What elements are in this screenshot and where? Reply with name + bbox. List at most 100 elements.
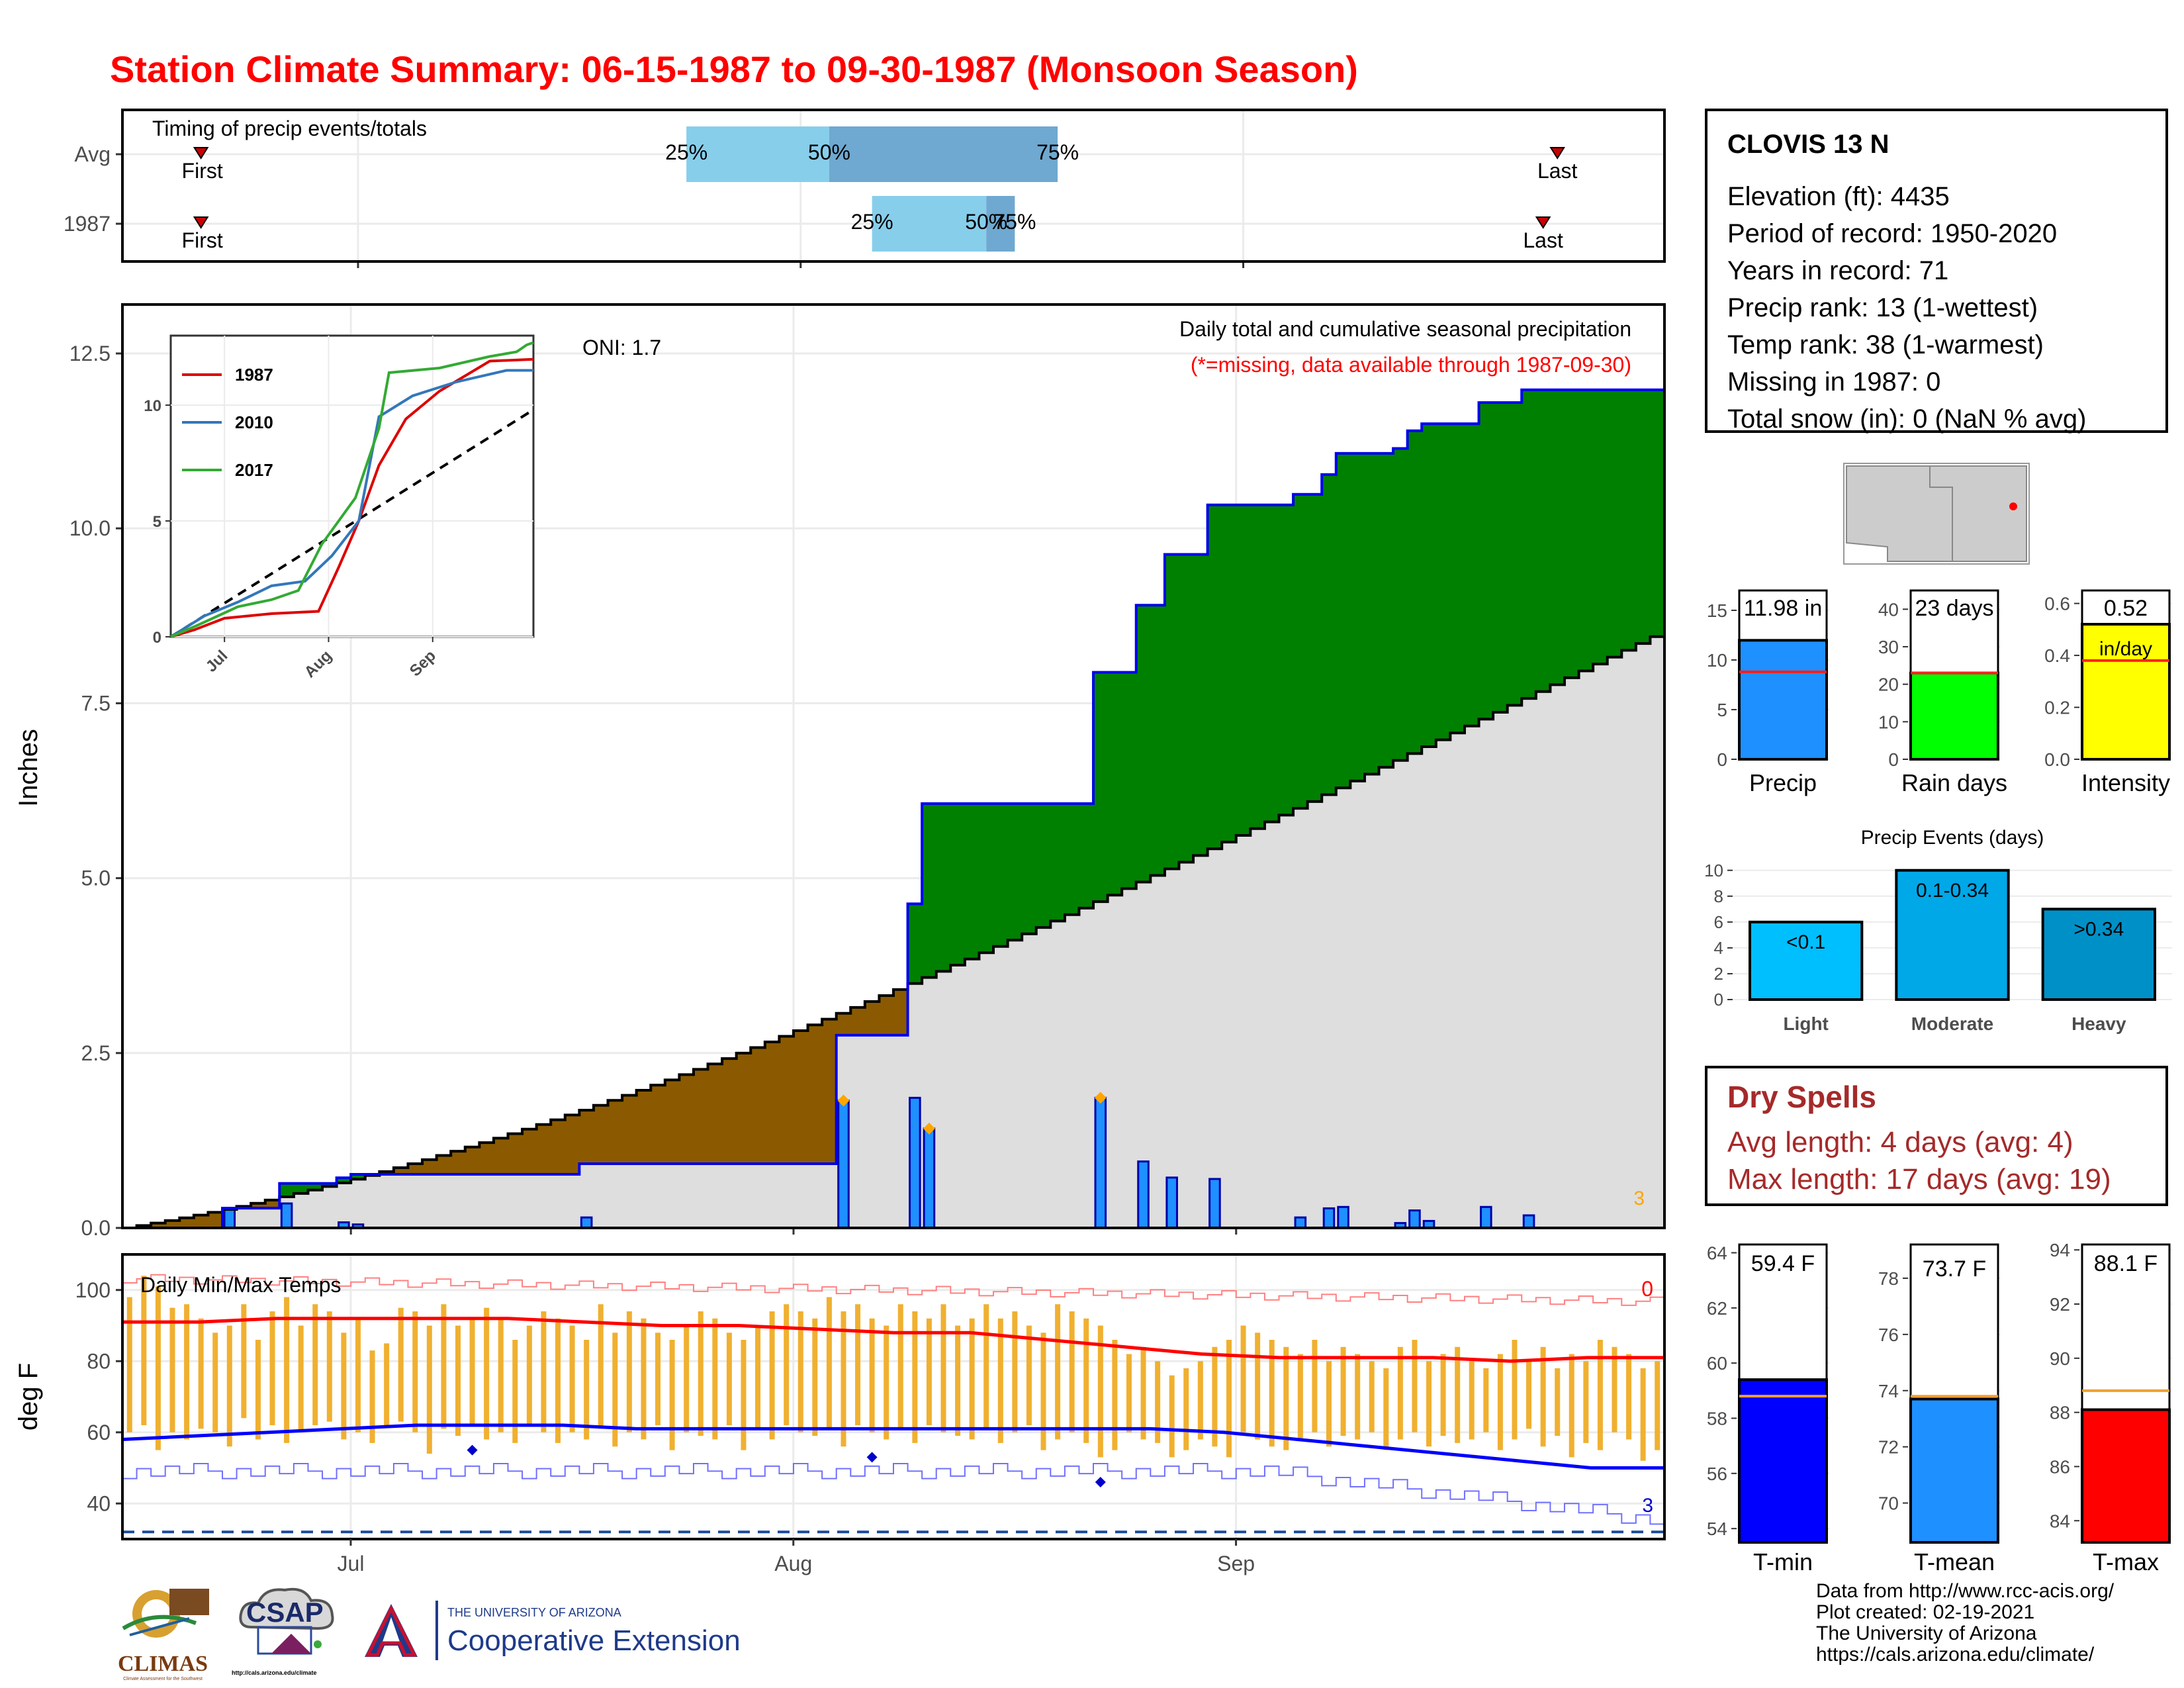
average-cumulative-area bbox=[322, 1186, 338, 1228]
station-precip-rank: Precip rank: 13 (1-wettest) bbox=[1727, 293, 2038, 322]
below-average-area bbox=[664, 1080, 680, 1164]
temp-summary-y-tick-label: 56 bbox=[1707, 1464, 1727, 1484]
timing-bar-50-75 bbox=[986, 196, 1015, 252]
below-average-area bbox=[551, 1119, 566, 1174]
daily-temp-bar bbox=[655, 1333, 661, 1425]
average-cumulative-area bbox=[1222, 842, 1237, 1228]
event-category-label: Heavy bbox=[2071, 1013, 2126, 1034]
average-cumulative-area bbox=[1050, 921, 1066, 1228]
average-cumulative-line bbox=[122, 635, 1664, 1229]
precip-panel-border bbox=[121, 303, 1666, 1229]
average-cumulative-area bbox=[1422, 747, 1437, 1228]
below-average-area bbox=[451, 1151, 466, 1174]
above-average-area bbox=[1464, 424, 1480, 726]
event-bar-text: 0.1-0.34 bbox=[1916, 880, 1989, 902]
average-cumulative-area bbox=[1107, 895, 1122, 1228]
average-cumulative-area bbox=[1122, 888, 1137, 1228]
above-average-area bbox=[1164, 554, 1179, 869]
temps-y-tick-label: 60 bbox=[87, 1421, 111, 1444]
credit-plot-created: Plot created: 02-19-2021 bbox=[1816, 1601, 2035, 1623]
daily-temp-bar bbox=[784, 1304, 790, 1425]
daily-temp-bar bbox=[1212, 1346, 1218, 1447]
daily-temp-bar bbox=[726, 1333, 732, 1425]
daily-temp-bar bbox=[541, 1311, 547, 1432]
event-bar-text: >0.34 bbox=[2073, 918, 2124, 940]
daily-temp-bar bbox=[698, 1311, 704, 1436]
below-average-area bbox=[636, 1090, 651, 1164]
average-cumulative-area bbox=[850, 1035, 866, 1228]
daily-temp-bar bbox=[355, 1318, 361, 1432]
daily-temp-bar bbox=[1440, 1354, 1446, 1436]
average-cumulative-area bbox=[822, 1163, 837, 1228]
timing-label-25: 25% bbox=[665, 140, 707, 164]
average-cumulative-area bbox=[736, 1163, 751, 1228]
temp-summary-bar-T-max bbox=[2081, 1408, 2171, 1544]
daily-temp-bar bbox=[983, 1304, 989, 1429]
summary-value-box bbox=[1909, 589, 1999, 675]
daily-temp-bar bbox=[1469, 1361, 1475, 1440]
average-cumulative-area bbox=[436, 1174, 451, 1228]
oni-value: ONI: 1.7 bbox=[582, 336, 661, 359]
average-cumulative-area bbox=[1535, 691, 1551, 1228]
climas-logo-subtext: Climate Assessment for the Southwest bbox=[123, 1677, 203, 1681]
daily-temp-bar bbox=[1055, 1304, 1061, 1440]
daily-temp-bar bbox=[1655, 1361, 1661, 1450]
temp-summary-y-tick-label: 54 bbox=[1707, 1519, 1727, 1539]
average-cumulative-area bbox=[1150, 875, 1165, 1228]
inset-series-line-1987 bbox=[170, 357, 534, 638]
timing-row-label: Avg bbox=[74, 142, 111, 166]
summary-y-tick-label: 20 bbox=[1878, 675, 1899, 695]
daily-temp-bar bbox=[1612, 1346, 1617, 1432]
first-event-label: First bbox=[182, 228, 223, 252]
summary-bar-Precip bbox=[1738, 639, 1828, 761]
average-cumulative-area bbox=[1564, 677, 1580, 1228]
below-average-area bbox=[593, 1105, 609, 1164]
below-average-area bbox=[822, 1019, 837, 1164]
above-average-area bbox=[1507, 402, 1522, 706]
dry-spells-avg: Avg length: 4 days (avg: 4) bbox=[1727, 1126, 2073, 1158]
above-average-area bbox=[1179, 554, 1194, 863]
average-cumulative-area bbox=[522, 1174, 537, 1228]
average-cumulative-area bbox=[608, 1163, 623, 1228]
daily-temp-bar bbox=[226, 1325, 232, 1447]
station-snow: Total snow (in): 0 (NaN % avg) bbox=[1727, 404, 2087, 434]
average-cumulative-area bbox=[251, 1208, 266, 1228]
above-average-area bbox=[1293, 494, 1308, 809]
station-years: Years in record: 71 bbox=[1727, 256, 1949, 285]
daily-temp-bar bbox=[1369, 1361, 1375, 1432]
above-average-area bbox=[1650, 389, 1665, 637]
below-average-area bbox=[751, 1047, 766, 1164]
temps-y-axis-label: deg F bbox=[14, 1363, 43, 1430]
event-bar-light bbox=[1749, 920, 1864, 1002]
average-cumulative-area bbox=[693, 1163, 709, 1228]
above-average-area bbox=[1593, 389, 1608, 665]
daily-temp-bar bbox=[584, 1340, 590, 1440]
summary-y-tick-label: 10 bbox=[1878, 712, 1899, 732]
first-event-label: First bbox=[182, 159, 223, 183]
average-cumulative-area bbox=[1293, 808, 1308, 1228]
daily-temp-bar bbox=[1540, 1346, 1546, 1447]
timing-panel-border bbox=[121, 109, 1666, 263]
first-event-marker bbox=[193, 216, 209, 229]
daily-temp-bar bbox=[1040, 1333, 1046, 1450]
temp-summary-value-text: 73.7 F bbox=[1923, 1256, 1986, 1282]
summary-value-text: 0.52 bbox=[2104, 596, 2148, 621]
summary-y-tick-label: 5 bbox=[1717, 700, 1727, 720]
average-tmin-line bbox=[122, 1423, 1664, 1470]
above-average-area bbox=[1264, 504, 1279, 822]
above-average-area bbox=[1236, 504, 1251, 835]
above-average-area bbox=[1621, 389, 1637, 651]
average-cumulative-area bbox=[1393, 760, 1408, 1228]
average-cumulative-area bbox=[336, 1182, 351, 1228]
average-cumulative-area bbox=[1350, 780, 1365, 1228]
daily-temp-bar bbox=[812, 1318, 818, 1436]
average-cumulative-area bbox=[1479, 719, 1494, 1228]
station-location-marker bbox=[2009, 502, 2017, 510]
above-average-area bbox=[1578, 389, 1594, 671]
daily-temp-bar bbox=[1583, 1361, 1589, 1443]
last-event-marker bbox=[1549, 147, 1565, 160]
daily-temp-bar bbox=[769, 1311, 775, 1440]
daily-temp-bar bbox=[1626, 1354, 1632, 1440]
temp-summary-y-tick-label: 94 bbox=[2050, 1240, 2070, 1260]
timing-bar-25-50 bbox=[686, 126, 829, 182]
